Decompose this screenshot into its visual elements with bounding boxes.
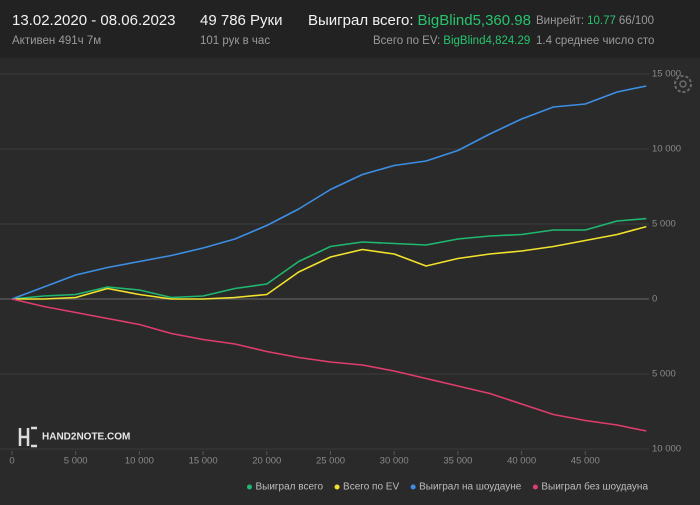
- legend-marker: [334, 484, 340, 490]
- x-tick-label: 25 000: [316, 456, 345, 467]
- legend-marker: [246, 484, 252, 490]
- winrate-ratio: 66/100: [619, 15, 654, 27]
- logo: HAND2NOTE.COM: [18, 426, 130, 448]
- y-tick-label: 5 000: [652, 219, 676, 230]
- legend-label: Выиграл на шоудауне: [419, 482, 522, 493]
- x-tick-label: 15 000: [189, 456, 218, 467]
- gear-outer[interactable]: [674, 75, 692, 93]
- series-line: [12, 225, 647, 300]
- x-tick-label: 0: [9, 456, 14, 467]
- series-line: [11, 217, 647, 300]
- x-tick-label: 40 000: [507, 456, 536, 467]
- gear-inner[interactable]: [679, 80, 687, 88]
- series-line: [11, 298, 647, 432]
- legend-label: Всего по EV: [343, 482, 399, 493]
- logo-text: HAND2NOTE.COM: [42, 432, 130, 443]
- x-tick-label: 45 000: [571, 456, 600, 467]
- ev-label: Всего по EV:: [373, 35, 440, 47]
- legend-marker: [532, 484, 538, 490]
- winrate-label: Винрейт:: [536, 15, 584, 27]
- y-tick-label: 10 000: [652, 444, 681, 455]
- ev-value: BigBlind4,824.29: [443, 35, 530, 47]
- legend-marker: [410, 484, 416, 490]
- ev-line: Всего по EV: BigBlind4,824.29: [373, 35, 530, 47]
- settings-icon[interactable]: [674, 75, 692, 93]
- dates: 13.02.2020 - 08.06.2023: [12, 12, 175, 29]
- won-line: Выиграл всего: BigBlind5,360.98: [308, 12, 531, 29]
- x-tick-label: 30 000: [380, 456, 409, 467]
- active-time: Активен 491ч 7м: [12, 35, 101, 47]
- winrate-line: Винрейт: 10.77 66/100: [536, 15, 654, 27]
- plot: 10 000 5 000 0 5 000 10 000 15 000 0 5 000 10 00…: [0, 69, 681, 493]
- won-label: Выиграл всего:: [308, 12, 414, 29]
- logo-icon: [18, 426, 37, 448]
- legend-label: Выиграл всего: [255, 482, 323, 493]
- y-tick-label: 15 000: [652, 69, 681, 80]
- x-tick-label: 20 000: [252, 456, 281, 467]
- y-tick-label: 5 000: [652, 369, 676, 380]
- legend-label: Выиграл без шоудауна: [541, 481, 648, 493]
- x-tick-label: 35 000: [443, 456, 472, 467]
- series-line: [11, 85, 647, 300]
- winrate-value: 10.77: [587, 15, 616, 27]
- x-tick-label: 5 000: [64, 456, 88, 467]
- chart-panel: [0, 58, 700, 505]
- hands-rate: 101 рук в час: [200, 35, 270, 47]
- avg-stacks: 1.4 среднее число сто: [536, 35, 654, 47]
- x-tick-label: 10 000: [125, 456, 154, 467]
- hands: 49 786 Руки: [200, 12, 283, 29]
- y-tick-label: 0: [652, 294, 657, 305]
- won-value: BigBlind5,360.98: [418, 12, 531, 29]
- y-tick-label: 10 000: [652, 144, 681, 155]
